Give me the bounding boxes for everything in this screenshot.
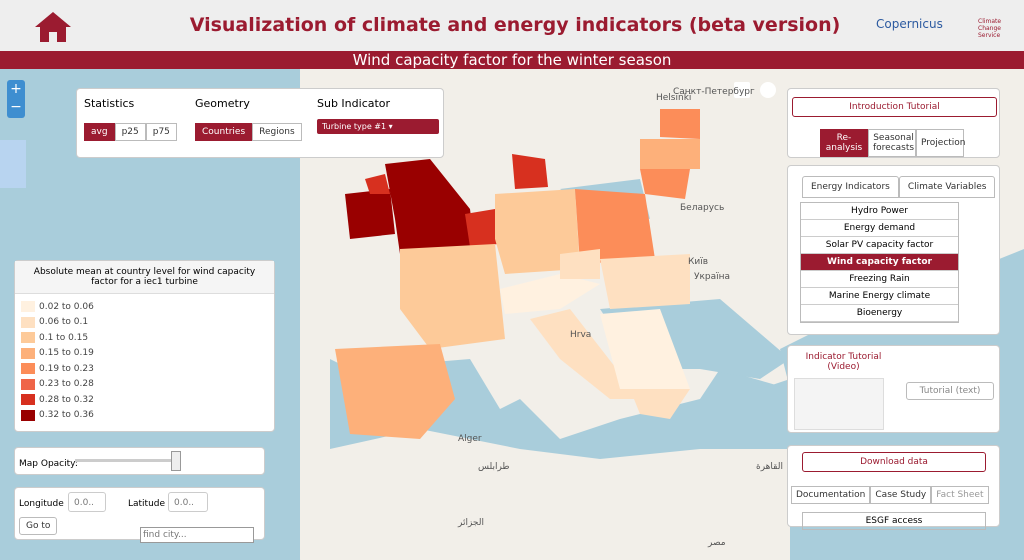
- label: Geometry: [195, 97, 250, 110]
- legend-label: 0.06 to 0.1: [39, 317, 89, 328]
- slider-handle[interactable]: [171, 451, 181, 471]
- slider[interactable]: [75, 459, 180, 462]
- input[interactable]: 0.0..: [168, 492, 208, 512]
- text-tutorial[interactable]: Tutorial (text): [906, 382, 994, 400]
- label: Latitude: [128, 499, 166, 509]
- legend-label: 0.1 to 0.15: [39, 332, 89, 343]
- legend-label: 0.19 to 0.23: [39, 363, 94, 374]
- opacity-panel: Map Opacity:: [14, 447, 265, 475]
- source-panel: Introduction Tutorial Re-analysis Seasona…: [787, 88, 1000, 158]
- map-label: طرابلس: [478, 462, 510, 472]
- source-option[interactable]: Projection: [916, 129, 966, 157]
- legend-item: 0.28 to 0.32: [21, 392, 268, 408]
- indicator-option[interactable]: Marine Energy climate: [801, 288, 958, 305]
- indicator-option[interactable]: Bioenergy: [801, 305, 958, 322]
- legend-swatch: [21, 347, 35, 359]
- legend-label: 0.23 to 0.28: [39, 379, 94, 390]
- legend-label: 0.15 to 0.19: [39, 348, 94, 359]
- find-city[interactable]: find city...: [140, 527, 254, 543]
- indicator-option[interactable]: Energy demand: [801, 220, 958, 237]
- indicator-panel: Energy Indicators Climate Variables Hydro…: [787, 165, 1000, 335]
- esgf-button[interactable]: ESGF access: [802, 512, 986, 530]
- legend-label: 0.28 to 0.32: [39, 394, 94, 405]
- select-value: Turbine type #1: [322, 122, 387, 131]
- doc-option[interactable]: Fact Sheet: [931, 486, 989, 504]
- legend-swatch: [21, 301, 35, 313]
- video-player[interactable]: [794, 378, 884, 430]
- map-label: Санкт-Петербург: [673, 87, 755, 97]
- indicator-option[interactable]: Wind capacity factor: [801, 254, 958, 271]
- download-icons[interactable]: [734, 82, 778, 100]
- legend-swatch: [21, 409, 35, 421]
- home-icon[interactable]: [34, 11, 72, 43]
- indicator-option[interactable]: Solar PV capacity factor: [801, 237, 958, 254]
- stat-option[interactable]: p75: [145, 123, 177, 141]
- legend-swatch: [21, 316, 35, 328]
- label: Sub Indicator: [317, 97, 391, 110]
- map-label: Alger: [458, 434, 482, 444]
- map-label: Helsinki: [656, 93, 692, 103]
- legend-title: Absolute mean at country level for wind …: [15, 261, 274, 294]
- intro-button[interactable]: Introduction Tutorial: [792, 97, 997, 117]
- map-label: Беларусь: [680, 203, 725, 213]
- legend-item: 0.32 to 0.36: [21, 408, 268, 424]
- tutorial-panel: Indicator Tutorial (Video) Tutorial (tex…: [787, 345, 1000, 433]
- map-label: القاهرة: [756, 462, 783, 472]
- download-button[interactable]: Download data: [802, 452, 986, 472]
- map-label: Україна: [694, 272, 731, 282]
- map-label: الجزائر: [458, 518, 484, 528]
- source-option[interactable]: Seasonal forecasts: [868, 129, 916, 157]
- sub-indicator-select[interactable]: Turbine type #1 ▾: [317, 119, 439, 134]
- legend-swatch: [21, 332, 35, 344]
- subtitle: Wind capacity factor for the winter seas…: [0, 51, 1024, 69]
- title: Visualization of climate and energy indi…: [189, 14, 841, 36]
- geometry-option[interactable]: Regions: [252, 123, 302, 141]
- doc-option[interactable]: Case Study: [870, 486, 932, 504]
- download-panel: Download data Documentation Case Study Fac…: [787, 445, 1000, 530]
- pan-controls[interactable]: [0, 140, 26, 188]
- go-button[interactable]: Go to: [19, 517, 58, 535]
- source-option[interactable]: Re-analysis: [820, 129, 868, 157]
- map-label: مصر: [708, 538, 726, 548]
- zoom-controls[interactable]: + −: [7, 80, 25, 118]
- legend-item: 0.06 to 0.1: [21, 315, 268, 331]
- header: Visualization of climate and energy indi…: [0, 0, 1024, 51]
- logo-c3s: Climate Change Service: [978, 18, 1002, 39]
- tab[interactable]: Climate Variables: [898, 176, 996, 198]
- input[interactable]: 0.0..: [68, 492, 106, 512]
- label: Map Opacity:: [19, 459, 78, 469]
- legend-label: 0.02 to 0.06: [39, 301, 94, 312]
- doc-option[interactable]: Documentation: [791, 486, 871, 504]
- legend-label: 0.32 to 0.36: [39, 410, 94, 421]
- geometry-option[interactable]: Countries: [195, 123, 253, 141]
- stat-option[interactable]: avg: [84, 123, 115, 141]
- legend-swatch: [21, 363, 35, 375]
- controls-panel: Statistics avg p25 p75 Geometry Countries R…: [76, 88, 444, 158]
- map-label: Київ: [688, 257, 709, 267]
- map-label: Hrva: [570, 330, 592, 340]
- legend-item: 0.23 to 0.28: [21, 377, 268, 393]
- legend-swatch: [21, 378, 35, 390]
- legend-swatch: [21, 394, 35, 406]
- stat-option[interactable]: p25: [114, 123, 146, 141]
- legend-item: 0.15 to 0.19: [21, 346, 268, 362]
- legend-item: 0.19 to 0.23: [21, 361, 268, 377]
- legend: Absolute mean at country level for wind …: [14, 260, 275, 432]
- legend-item: 0.02 to 0.06: [21, 299, 268, 315]
- label: Statistics: [84, 97, 135, 110]
- logo-copernicus: Copernicus: [876, 17, 943, 31]
- indicator-option[interactable]: Hydro Power: [801, 203, 958, 220]
- tab[interactable]: Energy Indicators: [802, 176, 899, 198]
- indicator-option[interactable]: Freezing Rain: [801, 271, 958, 288]
- label: Longitude: [19, 499, 64, 509]
- legend-item: 0.1 to 0.15: [21, 330, 268, 346]
- video-title: Indicator Tutorial (Video): [805, 352, 882, 372]
